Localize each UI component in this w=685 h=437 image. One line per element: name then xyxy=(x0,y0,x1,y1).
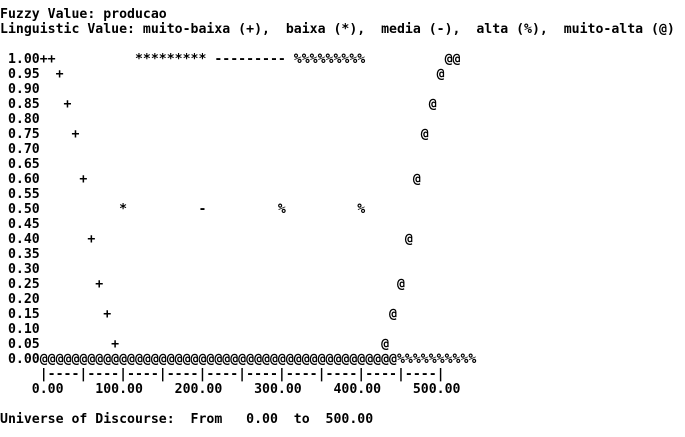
plot-row-1-00: 1.00++ ********* --------- %%%%%%%%% @@ xyxy=(0,52,461,67)
plot-row-0-60: 0.60 + @ xyxy=(0,172,421,187)
plot-row-0-90: 0.90 xyxy=(0,82,40,97)
plot-row-0-00: 0.00@@@@@@@@@@@@@@@@@@@@@@@@@@@@@@@@@@@@… xyxy=(0,352,477,367)
plot-row-0-35: 0.35 xyxy=(0,247,40,262)
plot-row-0-95: 0.95 + @ xyxy=(0,67,445,82)
plot-row-0-20: 0.20 xyxy=(0,292,40,307)
fuzzy-value-line: Fuzzy Value: producao xyxy=(0,7,167,22)
plot-row-0-70: 0.70 xyxy=(0,142,40,157)
plot-row-0-85: 0.85 + @ xyxy=(0,97,437,112)
universe-of-discourse-line: Universe of Discourse: From 0.00 to 500.… xyxy=(0,412,374,427)
plot-row-0-45: 0.45 xyxy=(0,217,40,232)
plot-row-0-40: 0.40 + @ xyxy=(0,232,413,247)
plot-row-0-55: 0.55 xyxy=(0,187,40,202)
x-axis-tick-labels: 0.00 100.00 200.00 300.00 400.00 500.00 xyxy=(0,382,461,397)
x-axis-ruler: |----|----|----|----|----|----|----|----… xyxy=(0,367,445,382)
plot-row-0-80: 0.80 xyxy=(0,112,40,127)
plot-row-0-10: 0.10 xyxy=(0,322,40,337)
plot-row-0-05: 0.05 + @ xyxy=(0,337,390,352)
plot-row-0-30: 0.30 xyxy=(0,262,40,277)
plot-row-0-25: 0.25 + @ xyxy=(0,277,405,292)
plot-row-0-50: 0.50 * - % % xyxy=(0,202,366,217)
linguistic-value-line: Linguistic Value: muito-baixa (+), baixa… xyxy=(0,22,675,37)
plot-row-0-15: 0.15 + @ xyxy=(0,307,397,322)
plot-row-0-65: 0.65 xyxy=(0,157,40,172)
plot-row-0-75: 0.75 + @ xyxy=(0,127,429,142)
